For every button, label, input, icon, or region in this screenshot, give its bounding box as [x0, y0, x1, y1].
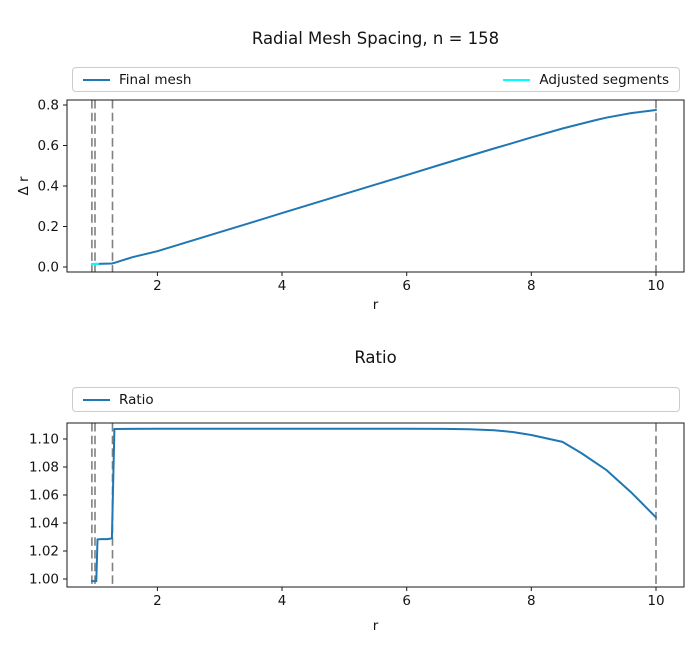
- x-tick-label: 10: [647, 278, 664, 294]
- y-tick-label: 1.02: [29, 544, 59, 560]
- legend-item-ratio: Ratio: [83, 392, 154, 408]
- series-line-ratio: [90, 427, 657, 583]
- x-tick-label: 10: [647, 593, 664, 609]
- x-tick-label: 6: [402, 593, 411, 609]
- y-tick-label: 0.2: [38, 219, 59, 235]
- legend-item-adjusted-segments: Adjusted segments: [503, 72, 669, 88]
- axes-frame: [66, 422, 685, 588]
- y-tick-label: 0.4: [38, 179, 59, 195]
- x-axis-label-bottom: r: [372, 618, 379, 634]
- legend-top: Final mesh Adjusted segments: [72, 67, 680, 92]
- legend-label-adjusted-segments: Adjusted segments: [539, 71, 669, 88]
- x-tick-label: 4: [278, 593, 287, 609]
- y-tick-label: 0.0: [38, 260, 59, 276]
- y-tick-label: 1.00: [29, 572, 59, 588]
- y-tick-label: 1.06: [29, 488, 59, 504]
- y-axis-label-top: Δ r: [16, 176, 32, 196]
- legend-label-final-mesh: Final mesh: [119, 71, 192, 88]
- x-tick-label: 8: [527, 593, 536, 609]
- chart-title-top: Radial Mesh Spacing, n = 158: [251, 29, 500, 48]
- legend-item-final-mesh: Final mesh: [83, 72, 191, 88]
- legend-line-swatch-adjusted-segments: [503, 78, 531, 81]
- y-tick-label: 0.8: [38, 98, 59, 114]
- legend-label-ratio: Ratio: [119, 391, 154, 408]
- axes-frame: [66, 99, 685, 273]
- y-tick-label: 1.10: [29, 432, 59, 448]
- legend-line-swatch-final-mesh: [83, 78, 110, 81]
- x-tick-label: 4: [278, 278, 287, 294]
- legend-bottom: Ratio: [72, 387, 680, 412]
- x-tick-label: 2: [153, 278, 162, 294]
- y-tick-label: 1.04: [29, 516, 59, 532]
- x-tick-label: 8: [527, 278, 536, 294]
- series-line-final-mesh: [90, 109, 657, 265]
- y-tick-label: 0.6: [38, 138, 59, 154]
- chart-title-bottom: Ratio: [354, 348, 397, 367]
- x-tick-label: 2: [153, 593, 162, 609]
- plot-area-top: 2 4 6 8 10 0.0 0.2 0.4 0.6 0.8: [38, 98, 685, 294]
- y-tick-label: 1.08: [29, 460, 59, 476]
- x-axis-label-top: r: [372, 297, 379, 313]
- plot-area-bottom: 2 4 6 8 10 1.00 1.02 1.04 1.06 1.08 1.10: [29, 422, 685, 609]
- x-tick-label: 6: [402, 278, 411, 294]
- legend-line-swatch-ratio: [83, 398, 110, 401]
